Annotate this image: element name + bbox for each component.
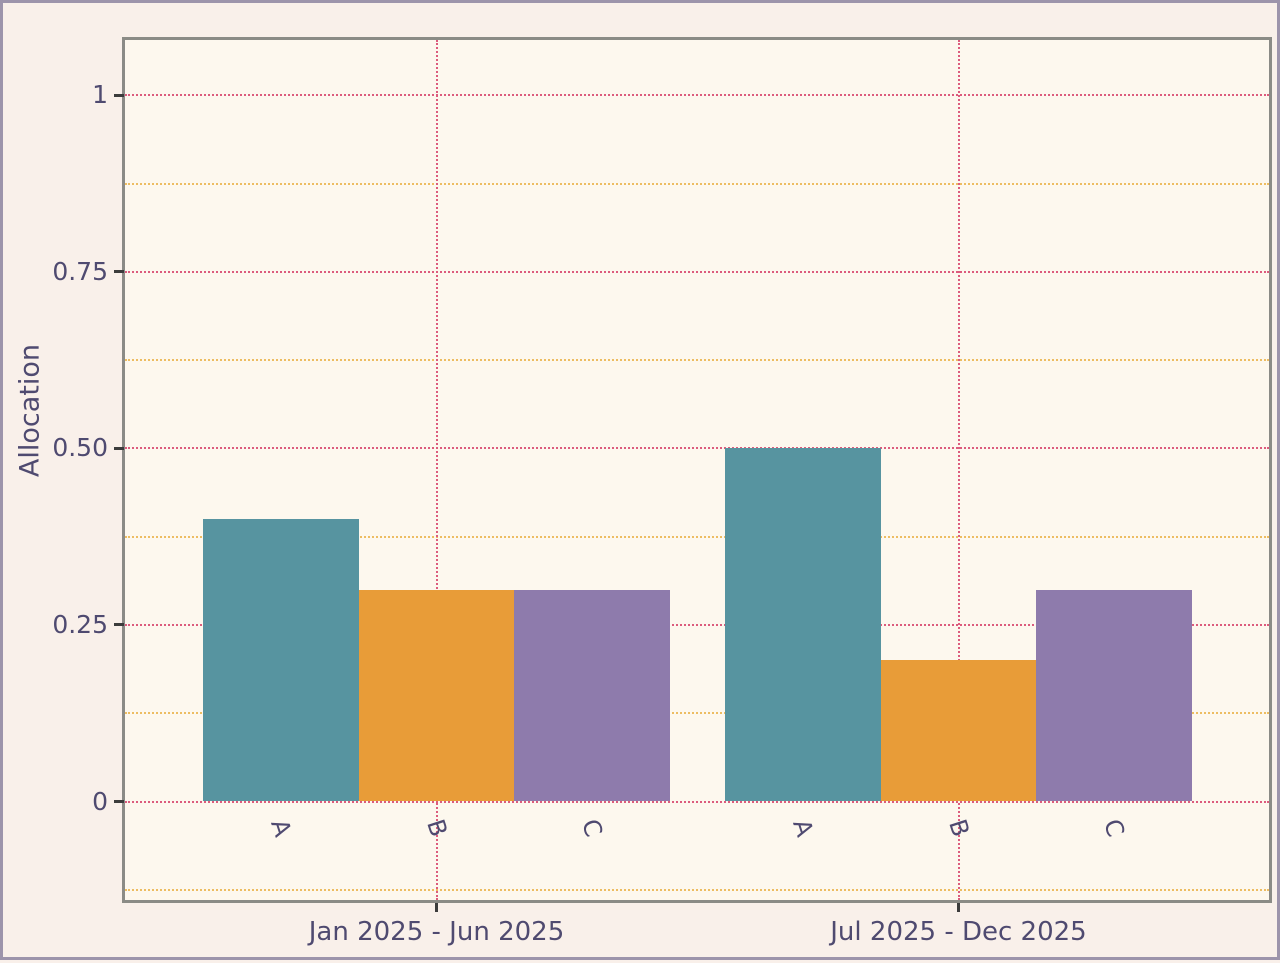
zero-gridline (125, 800, 1269, 803)
x-group-tick-mark (957, 903, 960, 912)
x-group-label: Jul 2025 - Dec 2025 (830, 917, 1087, 947)
major-gridline (125, 270, 1269, 273)
bar-C-group1 (514, 589, 670, 802)
major-gridline (125, 94, 1269, 97)
major-gridline (125, 447, 1269, 450)
y-tick-label: 1 (92, 80, 108, 110)
x-tick-label-A: A (265, 815, 297, 840)
y-tick-mark (114, 446, 124, 450)
x-tick-label-B: B (420, 815, 453, 840)
y-tick-label: 0.25 (52, 609, 108, 639)
x-tick-label-C: C (1098, 815, 1130, 840)
bar-C-group2 (1036, 589, 1192, 802)
x-group-label: Jan 2025 - Jun 2025 (308, 917, 565, 947)
x-group-tick-mark (435, 903, 438, 912)
minor-gridline (125, 535, 1269, 538)
bar-B-group1 (358, 589, 515, 802)
y-tick-label: 0.75 (52, 256, 108, 286)
minor-gridline (125, 359, 1269, 362)
y-tick-label: 0.50 (52, 433, 108, 463)
minor-gridline (125, 712, 1269, 715)
x-tick-label-A: A (787, 815, 819, 840)
y-tick-mark (114, 800, 124, 803)
vertical-gridline (957, 40, 960, 900)
y-tick-mark (114, 623, 124, 627)
y-tick-mark (114, 93, 124, 97)
bar-B-group2 (880, 660, 1037, 802)
minor-gridline (125, 182, 1269, 185)
allocation-bar-chart: Allocation A B C A B C 0 0.25 0.50 0.75 1 Jan 2025… (3, 3, 1280, 963)
bar-A-group2 (725, 448, 881, 802)
vertical-gridline (435, 40, 438, 900)
x-tick-label-C: C (576, 815, 608, 840)
bar-A-group1 (203, 519, 359, 802)
major-gridline (125, 623, 1269, 626)
minor-gridline (125, 888, 1269, 891)
y-tick-mark (114, 270, 124, 274)
y-axis-title: Allocation (14, 344, 46, 478)
x-tick-label-B: B (942, 815, 975, 840)
y-tick-label: 0 (92, 786, 108, 816)
